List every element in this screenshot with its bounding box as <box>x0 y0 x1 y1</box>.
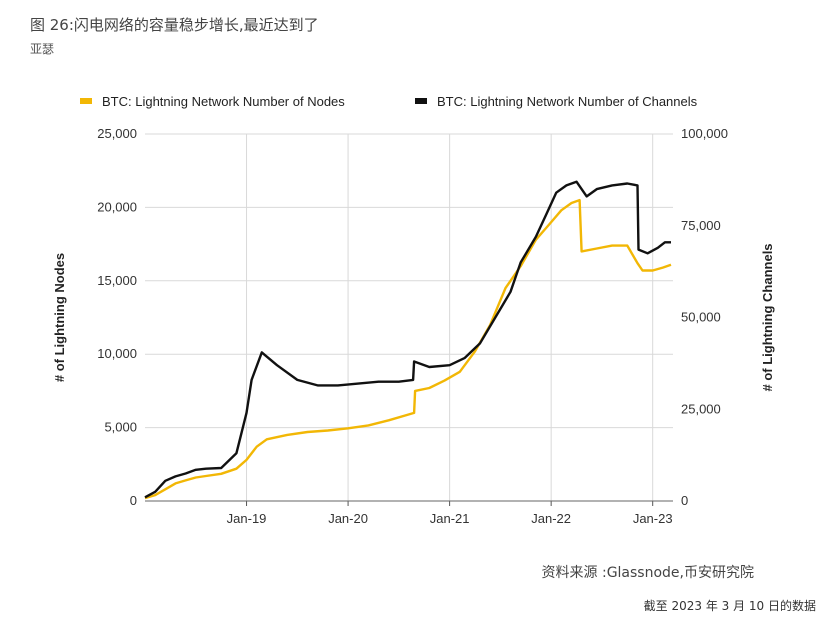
gridlines <box>145 133 673 502</box>
legend-swatch-channels <box>415 98 427 104</box>
y-right-tick-label: 25,000 <box>681 401 721 416</box>
legend: BTC: Lightning Network Number of Nodes BT… <box>80 94 698 109</box>
series-line-nodes <box>144 198 672 500</box>
legend-swatch-nodes <box>80 98 92 104</box>
y-right-tick-label: 50,000 <box>681 310 721 325</box>
legend-label-channels: BTC: Lightning Network Number of Channel… <box>437 94 698 109</box>
y-right-tick-label: 75,000 <box>681 218 721 233</box>
legend-label-nodes: BTC: Lightning Network Number of Nodes <box>102 94 345 109</box>
series-lines <box>144 180 672 500</box>
y-left-tick-label: 25,000 <box>97 126 137 141</box>
y-right-axis-title: # of Lightning Channels <box>760 243 775 391</box>
series-line-channels <box>144 180 671 499</box>
lightning-network-chart: BTC: Lightning Network Number of Nodes BT… <box>52 94 775 526</box>
y-right-tick-label: 100,000 <box>681 126 728 141</box>
y-left-tick-label: 10,000 <box>97 346 137 361</box>
x-tick-label: Jan-21 <box>430 511 470 526</box>
x-tick-label: Jan-23 <box>633 511 673 526</box>
x-tick-label: Jan-22 <box>531 511 571 526</box>
y-left-axis-title: # of Lightning Nodes <box>52 253 67 382</box>
source-note: 资料来源 :Glassnode,币安研究院 <box>541 565 754 581</box>
y-left-tick-label: 0 <box>130 493 137 508</box>
y-right-tick-label: 0 <box>681 493 688 508</box>
x-tick-label: Jan-19 <box>227 511 267 526</box>
figure-title: 图 26:闪电网络的容量稳步增长,最近达到了 <box>30 16 319 34</box>
figure-author: 亚瑟 <box>30 42 55 56</box>
y-left-tick-label: 5,000 <box>104 420 137 435</box>
x-tick-label: Jan-20 <box>328 511 368 526</box>
date-note: 截至 2023 年 3 月 10 日的数据 <box>643 599 816 613</box>
y-left-tick-label: 15,000 <box>97 273 137 288</box>
axes: 0 5,000 10,000 15,000 20,000 25,000 0 25,000 50,… <box>52 126 775 526</box>
y-left-tick-label: 20,000 <box>97 199 137 214</box>
